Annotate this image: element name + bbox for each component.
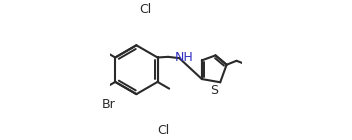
Text: NH: NH bbox=[175, 51, 194, 64]
Text: Cl: Cl bbox=[157, 124, 170, 137]
Text: S: S bbox=[210, 84, 218, 97]
Text: Cl: Cl bbox=[139, 3, 152, 16]
Text: Br: Br bbox=[101, 98, 115, 110]
